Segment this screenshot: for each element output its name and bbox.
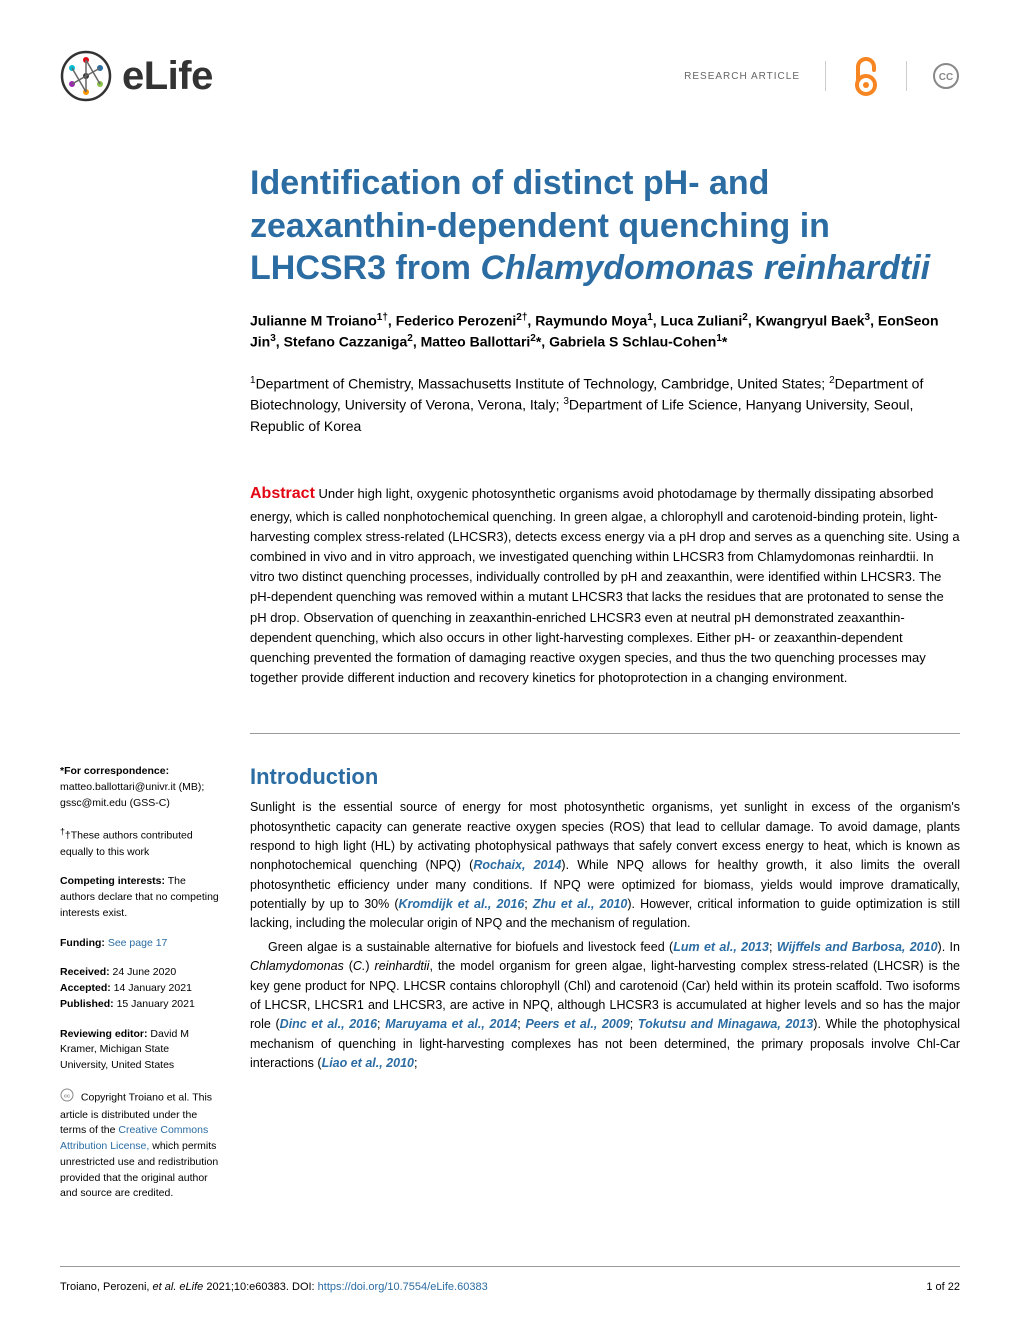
abstract: Abstract Under high light, oxygenic phot… [250,482,960,688]
footer-citation: Troiano, Perozeni, et al. eLife 2021;10:… [60,1281,488,1293]
article-title: Identification of distinct pH- and zeaxa… [250,162,960,290]
correspondence-email-2: gssc@mit.edu (GSS-C) [60,797,170,809]
reference-link[interactable]: Tokutsu and Minagawa, 2013 [638,1017,813,1031]
competing-label: Competing interests: [60,875,165,887]
equal-text: †These authors contributed equally to th… [60,830,193,858]
received-date: 24 June 2020 [110,966,177,978]
sidebar: *For correspondence: matteo.ballottari@u… [60,764,220,1216]
title-species: Chlamydomonas reinhardtii [480,249,930,287]
published-date: 15 January 2021 [114,998,195,1010]
elife-logo-icon [60,50,112,102]
funding-link[interactable]: See page 17 [105,937,167,949]
brand-logo: eLife [60,50,213,102]
page-header: eLife RESEARCH ARTICLE CC [60,50,960,102]
dates-block: Received: 24 June 2020 Accepted: 14 Janu… [60,965,220,1012]
accepted-date: 14 January 2021 [111,982,192,994]
reviewing-label: Reviewing editor: [60,1028,148,1040]
reference-link[interactable]: Dinc et al., 2016 [280,1017,377,1031]
abstract-heading: Abstract [250,485,315,502]
introduction-heading: Introduction [250,764,960,790]
cc-license-icon: CC [932,62,960,90]
reference-link[interactable]: Peers et al., 2009 [525,1017,629,1031]
reviewing-editor-block: Reviewing editor: David M Kramer, Michig… [60,1027,220,1074]
reference-link[interactable]: Wijffels and Barbosa, 2010 [777,940,938,954]
author-list: Julianne M Troiano1†, Federico Perozeni2… [250,310,960,353]
introduction-body: Sunlight is the essential source of ener… [250,798,960,1073]
doi-link[interactable]: https://doi.org/10.7554/eLife.60383 [318,1281,488,1293]
open-access-icon [851,55,881,97]
affiliations: 1Department of Chemistry, Massachusetts … [250,373,960,437]
correspondence-email-1: matteo.ballottari@univr.it (MB); [60,781,204,793]
accepted-label: Accepted: [60,982,111,994]
header-divider [906,61,907,91]
page-footer: Troiano, Perozeni, et al. eLife 2021;10:… [60,1266,960,1293]
reference-link[interactable]: Maruyama et al., 2014 [385,1017,517,1031]
reference-link[interactable]: Rochaix, 2014 [473,858,561,872]
received-label: Received: [60,966,110,978]
header-right-block: RESEARCH ARTICLE CC [684,55,960,97]
correspondence-label: *For correspondence: [60,765,169,777]
published-label: Published: [60,998,114,1010]
reference-link[interactable]: Zhu et al., 2010 [533,897,628,911]
funding-label: Funding: [60,937,105,949]
brand-name: eLife [122,54,213,99]
funding-block: Funding: See page 17 [60,936,220,952]
reference-link[interactable]: Liao et al., 2010 [322,1056,414,1070]
competing-interests: Competing interests: The authors declare… [60,874,220,921]
copyright-block: cc Copyright Troiano et al. This article… [60,1088,220,1202]
reference-link[interactable]: Kromdijk et al., 2016 [399,897,525,911]
section-divider [250,733,960,734]
article-type: RESEARCH ARTICLE [684,71,800,82]
abstract-text: Under high light, oxygenic photosyntheti… [250,486,960,685]
equal-contribution: ††These authors contributed equally to t… [60,825,220,860]
svg-text:cc: cc [64,1093,70,1099]
page-number: 1 of 22 [926,1281,960,1293]
two-column-layout: *For correspondence: matteo.ballottari@u… [60,764,960,1216]
main-column: Introduction Sunlight is the essential s… [250,764,960,1216]
correspondence-block: *For correspondence: matteo.ballottari@u… [60,764,220,811]
intro-paragraph-2: Green algae is a sustainable alternative… [250,938,960,1074]
header-divider [825,61,826,91]
intro-paragraph-1: Sunlight is the essential source of ener… [250,798,960,934]
svg-text:CC: CC [939,72,953,83]
cc-small-icon: cc [60,1088,74,1108]
reference-link[interactable]: Lum et al., 2013 [673,940,769,954]
